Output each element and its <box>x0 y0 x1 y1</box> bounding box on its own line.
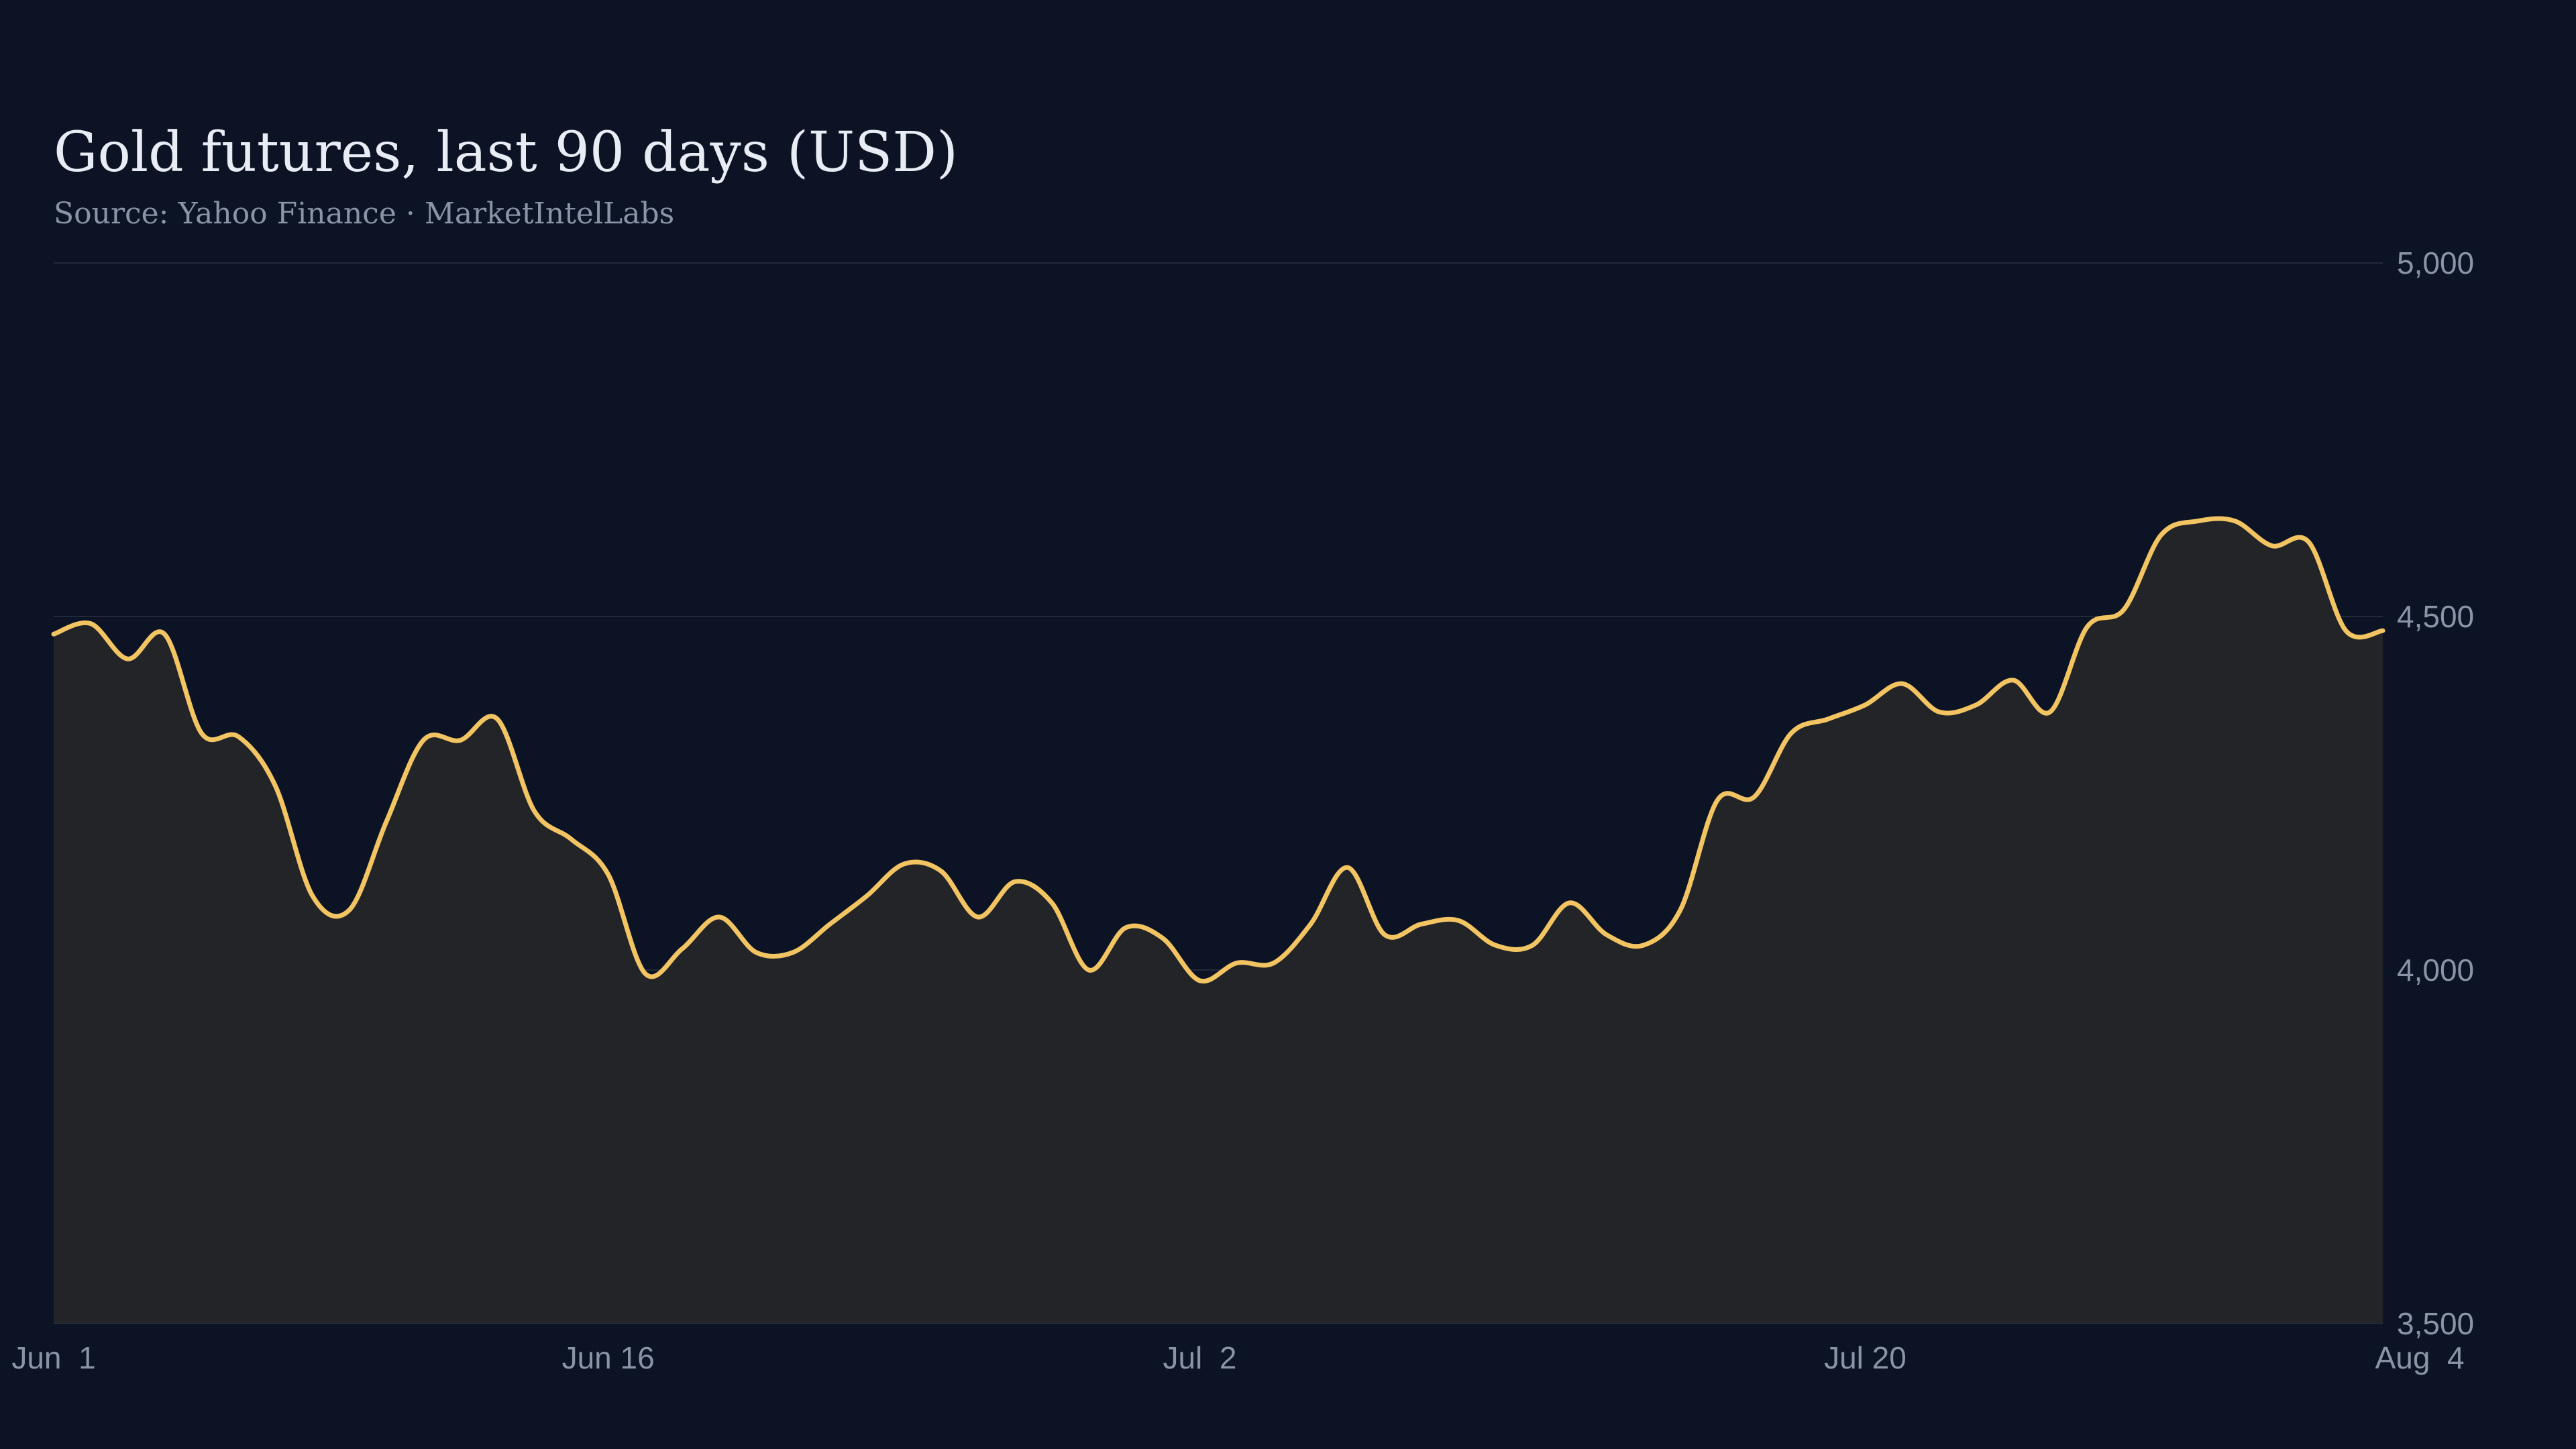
y-tick-label: 3,500 <box>2397 1306 2474 1341</box>
x-tick-label: Aug 4 <box>2375 1340 2465 1375</box>
chart-title: Gold futures, last 90 days (USD) <box>54 121 958 184</box>
y-tick-label: 4,000 <box>2397 953 2474 987</box>
x-tick-label: Jun 16 <box>562 1340 655 1375</box>
y-axis: 5,000 4,500 4,000 3,500 <box>2397 246 2474 1341</box>
x-tick-label: Jun 1 <box>11 1340 95 1375</box>
x-tick-label: Jul 2 <box>1163 1340 1236 1375</box>
price-line <box>51 516 2385 984</box>
price-area <box>54 519 2383 1324</box>
y-tick-label: 5,000 <box>2397 246 2474 280</box>
y-tick-label: 4,500 <box>2397 599 2474 634</box>
chart-subtitle: Source: Yahoo Finance · MarketIntelLabs <box>54 197 674 231</box>
x-tick-label: Jul 20 <box>1824 1340 1907 1375</box>
